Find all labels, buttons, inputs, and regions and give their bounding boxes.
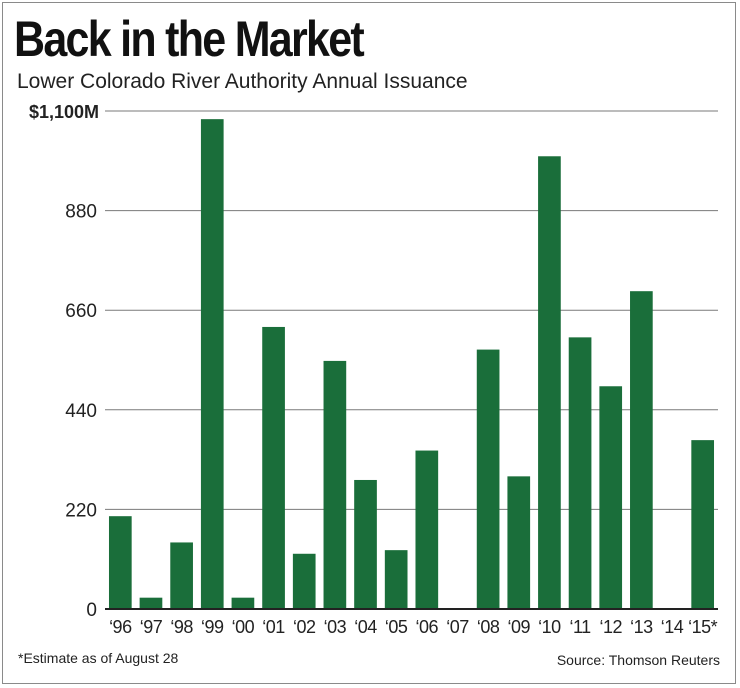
- x-tick-label: ‘06: [416, 617, 439, 637]
- bar-10: [415, 450, 439, 609]
- x-tick-label: ‘13: [630, 617, 653, 637]
- bar-7: [323, 360, 347, 609]
- x-tick-label: ‘99: [201, 617, 224, 637]
- bar-6: [292, 553, 316, 609]
- x-tick-label: ‘97: [140, 617, 163, 637]
- axis-labels: 0 220 440 660 880 $1,100M ‘96 ‘97 ‘98 ‘99 ‘00 ‘01 ‘0…: [29, 102, 718, 637]
- gridlines: [105, 110, 718, 510]
- chart-title: Back in the Market: [14, 11, 365, 67]
- bar-2: [170, 542, 193, 609]
- bar-8: [354, 479, 377, 609]
- x-tick-label: ‘11: [569, 617, 591, 637]
- y-tick-label: $1,100M: [29, 102, 99, 122]
- x-tick-label: ‘12: [599, 617, 622, 637]
- x-tick-label: ‘05: [385, 617, 408, 637]
- bar-0: [108, 516, 132, 609]
- bar-5: [262, 326, 285, 609]
- x-tick-label: ‘14: [661, 617, 684, 637]
- source-credit: Source: Thomson Reuters: [556, 652, 720, 668]
- y-tick-label: 440: [65, 401, 97, 422]
- bar-15: [568, 337, 592, 609]
- x-tick-label: ‘00: [232, 617, 255, 637]
- x-tick-label: ‘96: [109, 617, 132, 637]
- bar-9: [384, 550, 408, 609]
- bar-16: [599, 386, 623, 609]
- x-tick-label: ‘15*: [688, 617, 718, 637]
- bar-13: [507, 476, 531, 609]
- x-tick-label: ‘98: [170, 617, 193, 637]
- y-tick-label: 660: [65, 301, 97, 322]
- x-tick-label: ‘10: [538, 617, 561, 637]
- y-tick-label: 220: [65, 500, 97, 521]
- y-tick-label: 880: [65, 202, 97, 223]
- x-tick-label: ‘04: [354, 617, 377, 637]
- x-tick-label: ‘03: [324, 617, 347, 637]
- y-tick-label: 0: [86, 600, 97, 621]
- bar-19: [691, 440, 715, 609]
- bars: [108, 119, 715, 610]
- bar-1: [139, 597, 163, 609]
- x-tick-label: ‘09: [508, 617, 531, 637]
- bar-3: [200, 119, 224, 610]
- bar-4: [231, 597, 255, 609]
- footnote: *Estimate as of August 28: [18, 650, 179, 666]
- bar-12: [476, 349, 500, 609]
- x-tick-label: ‘07: [446, 617, 469, 637]
- x-tick-label: ‘01: [262, 617, 285, 637]
- chart-subtitle: Lower Colorado River Authority Annual Is…: [17, 70, 468, 93]
- x-tick-label: ‘02: [293, 617, 316, 637]
- bar-17: [630, 291, 653, 609]
- bar-14: [538, 156, 561, 609]
- x-tick-label: ‘08: [477, 617, 500, 637]
